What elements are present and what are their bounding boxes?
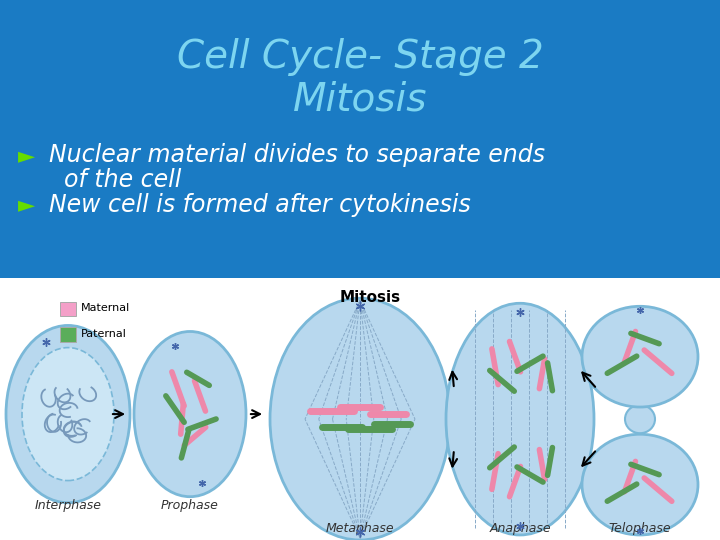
Text: Cell Cycle- Stage 2: Cell Cycle- Stage 2 [176, 38, 544, 76]
Ellipse shape [6, 326, 130, 503]
Text: Maternal: Maternal [81, 303, 130, 313]
Text: Telophase: Telophase [608, 522, 671, 535]
Ellipse shape [582, 306, 698, 407]
Text: Metaphase: Metaphase [325, 522, 395, 535]
Ellipse shape [625, 405, 655, 433]
Text: New cell is formed after cytokinesis: New cell is formed after cytokinesis [49, 193, 471, 217]
FancyBboxPatch shape [60, 327, 76, 342]
Ellipse shape [582, 434, 698, 535]
Ellipse shape [22, 348, 114, 481]
Text: Anaphase: Anaphase [489, 522, 551, 535]
Text: Mitosis: Mitosis [293, 81, 427, 119]
Ellipse shape [446, 303, 594, 535]
Text: Prophase: Prophase [161, 499, 219, 512]
Ellipse shape [270, 298, 450, 540]
Text: Nuclear material divides to separate ends: Nuclear material divides to separate end… [49, 143, 545, 167]
FancyBboxPatch shape [60, 302, 76, 316]
Text: Interphase: Interphase [35, 499, 102, 512]
Text: Mitosis: Mitosis [339, 290, 400, 305]
Text: ►: ► [18, 195, 35, 215]
Text: ►: ► [18, 146, 35, 166]
Ellipse shape [134, 332, 246, 497]
Text: Paternal: Paternal [81, 328, 127, 339]
Text: of the cell: of the cell [49, 168, 181, 192]
